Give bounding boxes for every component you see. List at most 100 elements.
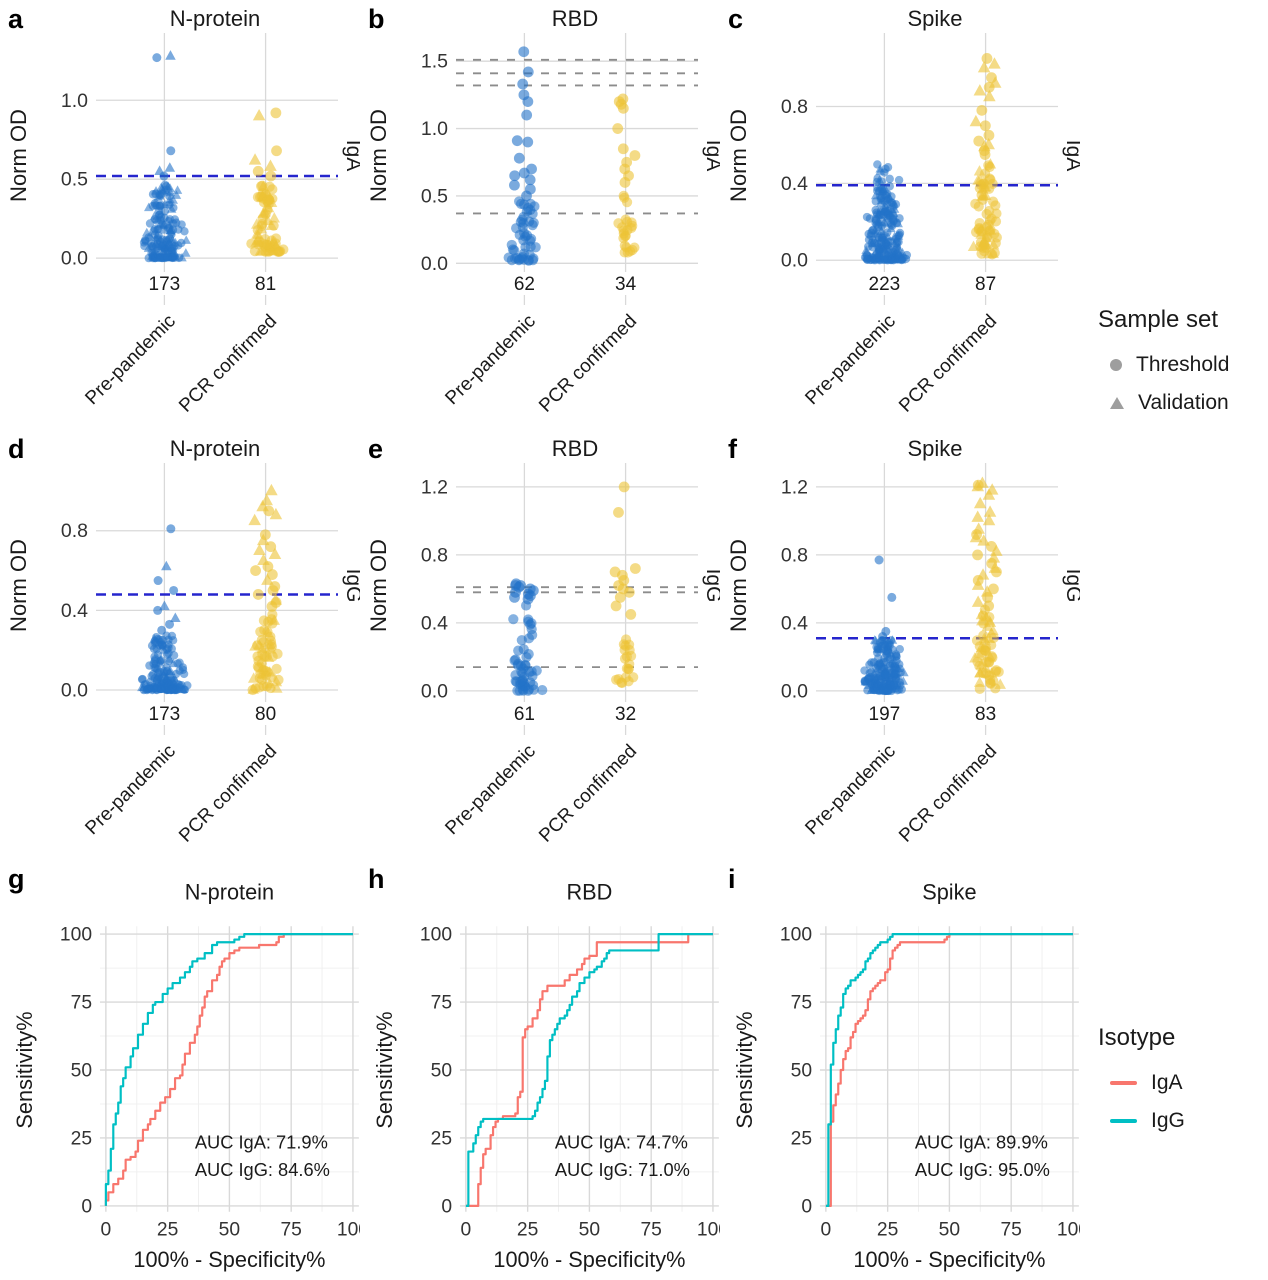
svg-text:0.4: 0.4 [421,612,448,634]
svg-text:0.5: 0.5 [61,169,88,191]
svg-text:IgG: IgG [342,569,360,603]
svg-text:Sensitivity%: Sensitivity% [12,1011,37,1128]
svg-text:Spike: Spike [922,880,976,905]
panel-g-plot: 0 25 50 75 100 0 25 50 75 100 AUC IgA: 71.9% AUC Ig… [12,880,360,1273]
svg-text:100: 100 [697,1220,720,1241]
panel-c-plot: 0.0 0.4 0.8 223 Pre-pandemic 87 PCR confirmed S… [726,6,1080,417]
svg-text:100: 100 [337,1220,360,1241]
svg-text:0.8: 0.8 [781,96,808,118]
svg-text:173: 173 [149,704,181,725]
svg-text:0.5: 0.5 [421,185,448,207]
svg-text:32: 32 [615,704,636,725]
isotype-legend-title: Isotype [1098,1024,1176,1051]
svg-text:Sensitivity%: Sensitivity% [372,1011,397,1128]
svg-text:1.0: 1.0 [61,90,88,112]
panel-g: g 0 25 50 75 100 0 25 50 75 100 AUC IgA: 71.9% AUC … [0,860,360,1280]
svg-text:83: 83 [975,704,996,725]
sample-set-item-validation: Validation [1098,391,1268,415]
panel-b-plot: 0.0 0.5 1.0 1.5 62 Pre-pandemic 34 PCR confirme… [366,6,720,417]
svg-text:AUC IgA: 71.9%: AUC IgA: 71.9% [195,1132,328,1153]
panel-e-plot: 0.0 0.4 0.8 1.2 61 Pre-pandemic 32 PCR confirme… [366,436,720,847]
svg-text:RBD: RBD [552,6,598,31]
svg-text:RBD: RBD [552,436,598,461]
svg-text:Norm OD: Norm OD [366,109,391,202]
svg-text:25: 25 [877,1220,898,1241]
svg-text:Norm OD: Norm OD [726,109,751,202]
svg-text:25: 25 [71,1128,92,1149]
panel-e-letter: e [368,434,384,464]
svg-text:Norm OD: Norm OD [726,539,751,632]
svg-text:100% - Specificity%: 100% - Specificity% [853,1247,1045,1272]
panel-d: d 0.0 0.4 0.8 173 Pre-pandemic 80 PCR confirme… [0,430,360,860]
svg-text:Norm OD: Norm OD [366,539,391,632]
svg-text:0.0: 0.0 [421,680,448,702]
svg-text:50: 50 [71,1060,92,1081]
svg-text:N-protein: N-protein [185,880,274,905]
panel-h-plot: 0 25 50 75 100 0 25 50 75 100 AUC IgA: 74.7% AUC Ig… [372,880,720,1273]
svg-text:Sensitivity%: Sensitivity% [732,1011,757,1128]
svg-text:0.0: 0.0 [61,680,88,702]
svg-text:75: 75 [640,1220,661,1241]
isotype-legend: Isotype IgA IgG [1080,860,1268,1280]
svg-text:PCR confirmed: PCR confirmed [175,311,281,417]
svg-text:62: 62 [514,274,535,295]
svg-text:Spike: Spike [907,436,962,461]
svg-text:IgG: IgG [1062,569,1080,603]
svg-text:0.4: 0.4 [61,600,88,622]
svg-text:AUC IgG: 71.0%: AUC IgG: 71.0% [555,1159,690,1180]
svg-text:0: 0 [801,1196,812,1217]
svg-text:173: 173 [149,274,181,295]
threshold-label: Threshold [1136,353,1230,376]
svg-text:0.0: 0.0 [781,680,808,702]
svg-text:75: 75 [1000,1220,1021,1241]
svg-text:75: 75 [431,992,452,1013]
igg-label: IgG [1151,1109,1185,1132]
svg-text:61: 61 [514,704,535,725]
svg-text:0: 0 [461,1220,472,1241]
svg-text:IgG: IgG [702,569,720,603]
spacer-cell [1080,430,1268,860]
panel-d-letter: d [8,434,25,464]
svg-text:75: 75 [71,992,92,1013]
svg-text:25: 25 [791,1128,812,1149]
svg-text:75: 75 [280,1220,301,1241]
svg-text:Pre-pandemic: Pre-pandemic [81,311,179,409]
svg-text:IgA: IgA [342,140,360,172]
svg-text:1.2: 1.2 [421,476,448,498]
svg-text:Pre-pandemic: Pre-pandemic [81,741,179,839]
svg-text:0.8: 0.8 [781,544,808,566]
svg-text:N-protein: N-protein [170,436,260,461]
svg-text:Pre-pandemic: Pre-pandemic [801,311,899,409]
svg-text:1.2: 1.2 [781,476,808,498]
sample-set-legend-title: Sample set [1098,306,1219,333]
sample-set-legend: Sample set Threshold Validation [1080,0,1268,430]
svg-text:34: 34 [615,274,637,295]
svg-text:75: 75 [791,992,812,1013]
svg-text:0: 0 [81,1196,92,1217]
panel-d-plot: 0.0 0.4 0.8 173 Pre-pandemic 80 PCR confirmed N… [6,436,360,847]
panel-f-letter: f [728,434,737,464]
svg-text:PCR confirmed: PCR confirmed [895,741,1001,847]
panel-g-letter: g [8,864,25,894]
svg-text:Norm OD: Norm OD [6,109,31,202]
svg-text:0: 0 [101,1220,112,1241]
panel-f-plot: 0.0 0.4 0.8 1.2 197 Pre-pandemic 83 PCR confirm… [726,436,1080,847]
panel-i-plot: 0 25 50 75 100 0 25 50 75 100 AUC IgA: 89.9% AUC Ig… [732,880,1080,1273]
svg-text:80: 80 [255,704,276,725]
panel-i: i 0 25 50 75 100 0 25 50 75 100 AUC IgA: 89.9% AUC … [720,860,1080,1280]
svg-text:IgA: IgA [702,140,720,172]
panel-f: f 0.0 0.4 0.8 1.2 197 Pre-pandemic 83 PCR confi… [720,430,1080,860]
isotype-item-igg: IgG [1098,1109,1268,1133]
svg-text:100% - Specificity%: 100% - Specificity% [493,1247,685,1272]
panel-h: h 0 25 50 75 100 0 25 50 75 100 AUC IgA: 74.7% AUC … [360,860,720,1280]
svg-text:PCR confirmed: PCR confirmed [895,311,1001,417]
panel-a-plot: 0.0 0.5 1.0 173 Pre-pandemic 81 PCR confirmed N… [6,6,360,417]
svg-text:RBD: RBD [566,880,612,905]
svg-text:AUC IgG: 84.6%: AUC IgG: 84.6% [195,1159,330,1180]
svg-text:0.4: 0.4 [781,173,808,195]
svg-text:Pre-pandemic: Pre-pandemic [801,741,899,839]
validation-label: Validation [1138,391,1229,414]
svg-text:100% - Specificity%: 100% - Specificity% [133,1247,325,1272]
svg-text:197: 197 [869,704,901,725]
